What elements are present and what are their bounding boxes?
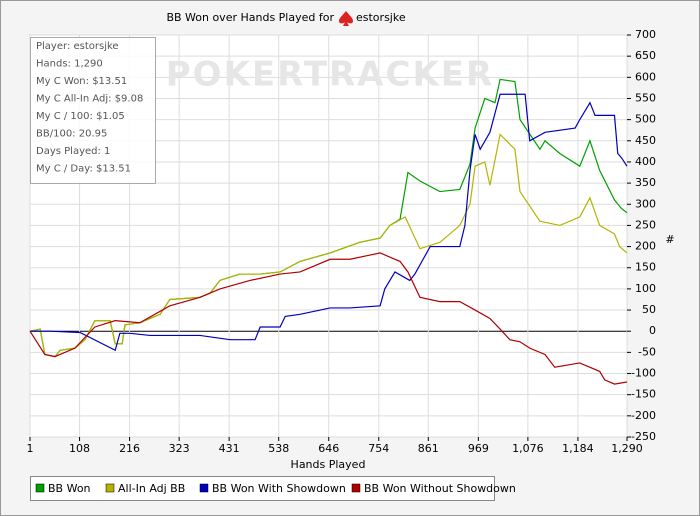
- x-tick-label: 431: [219, 442, 240, 455]
- legend-swatch: [105, 483, 115, 493]
- info-line: My C Won: $13.51: [36, 76, 127, 87]
- info-line: Days Played: 1: [36, 146, 110, 157]
- legend-label: BB Won Without Showdown: [364, 482, 516, 495]
- x-tick-label: 969: [468, 442, 489, 455]
- y-tick-label: -50: [638, 345, 656, 358]
- info-line: Hands: 1,290: [36, 59, 103, 70]
- spade-icon: [339, 11, 353, 26]
- y-tick-label: -100: [631, 367, 656, 380]
- x-tick-label: 754: [368, 442, 389, 455]
- y-tick-label: 500: [635, 113, 656, 126]
- watermark: POKERTRACKER: [166, 55, 494, 95]
- info-box: [30, 37, 156, 184]
- y-axis-label: #: [665, 233, 674, 246]
- legend-swatch: [35, 483, 45, 493]
- y-tick-label: 50: [642, 303, 656, 316]
- chart-title: BB Won over Hands Played for: [166, 11, 334, 24]
- x-tick-label: 861: [418, 442, 439, 455]
- series-line: [30, 93, 628, 352]
- player-name: estorsjke: [356, 11, 406, 24]
- legend-swatch: [351, 483, 361, 493]
- y-tick-label: 0: [649, 324, 656, 337]
- y-tick-label: 250: [635, 218, 656, 231]
- y-tick-label: 700: [635, 28, 656, 41]
- y-tick-label: 100: [635, 282, 656, 295]
- y-tick-label: 400: [635, 155, 656, 168]
- y-tick-label: -150: [631, 388, 656, 401]
- x-tick-label: 1,184: [562, 442, 594, 455]
- y-tick-label: -200: [631, 409, 656, 422]
- legend-label: All-In Adj BB: [118, 482, 185, 495]
- legend-label: BB Won: [48, 482, 91, 495]
- y-tick-label: 350: [635, 176, 656, 189]
- info-line: My C All-In Adj: $9.08: [36, 94, 143, 105]
- y-tick-label: 650: [635, 49, 656, 62]
- x-tick-label: 1: [27, 442, 34, 455]
- legend-swatch: [199, 483, 209, 493]
- x-tick-label: 108: [69, 442, 90, 455]
- info-line: BB/100: 20.95: [36, 129, 107, 140]
- info-line: Player: estorsjke: [36, 41, 119, 52]
- x-tick-label: 323: [169, 442, 190, 455]
- x-tick-label: 1,076: [512, 442, 544, 455]
- y-tick-label: 300: [635, 197, 656, 210]
- series-line: [29, 252, 628, 385]
- series-line: [29, 133, 628, 358]
- info-line: My C / 100: $1.05: [36, 111, 125, 122]
- y-tick-label: 550: [635, 91, 656, 104]
- y-tick-label: 150: [635, 261, 656, 274]
- legend-label: BB Won With Showdown: [212, 482, 346, 495]
- x-tick-label: 538: [268, 442, 289, 455]
- info-line: My C / Day: $13.51: [36, 164, 131, 175]
- y-tick-label: 200: [635, 240, 656, 253]
- y-tick-label: 450: [635, 134, 656, 147]
- x-tick-label: 646: [318, 442, 339, 455]
- x-tick-label: 216: [119, 442, 140, 455]
- x-axis-label: Hands Played: [291, 458, 366, 471]
- y-tick-label: -250: [631, 430, 656, 443]
- y-tick-label: 600: [635, 70, 656, 83]
- x-tick-label: 1,290: [611, 442, 643, 455]
